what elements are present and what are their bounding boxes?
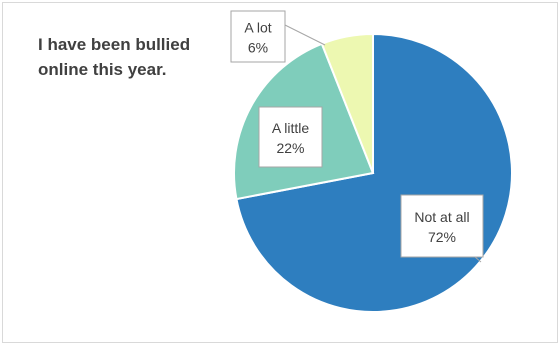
label-box <box>258 106 323 168</box>
label-box <box>400 194 484 258</box>
data-label-a-lot: A lot 6% <box>230 10 326 63</box>
leader-line <box>284 24 326 46</box>
chart-title: I have been bullied online this year. <box>38 35 191 79</box>
leader-line <box>474 256 482 263</box>
data-label-a-little: A little 22% <box>258 106 323 168</box>
percent-label: 22% <box>276 140 304 156</box>
category-label: Not at all <box>414 209 469 225</box>
category-label: A lot <box>244 20 271 36</box>
percent-label: 72% <box>428 229 456 245</box>
pie-chart: Not at all 72% A little 22% A lot 6% <box>230 10 513 313</box>
category-label: A little <box>272 120 310 136</box>
chart-area: I have been bullied online this year. No… <box>2 2 558 343</box>
label-box <box>230 10 286 63</box>
percent-label: 6% <box>248 40 268 56</box>
data-label-not-at-all: Not at all 72% <box>400 194 484 263</box>
